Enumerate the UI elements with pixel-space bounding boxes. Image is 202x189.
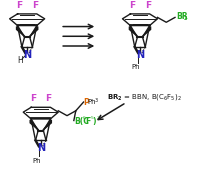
Text: F: F	[129, 1, 135, 10]
Text: F: F	[16, 1, 22, 10]
Polygon shape	[43, 120, 51, 130]
Polygon shape	[129, 26, 138, 37]
Text: F: F	[85, 117, 91, 126]
Text: N: N	[37, 143, 45, 153]
Text: BR: BR	[176, 12, 188, 21]
Text: Ph: Ph	[132, 64, 140, 70]
Text: F: F	[32, 1, 38, 10]
Text: F: F	[30, 94, 36, 103]
Text: N: N	[23, 50, 31, 60]
Text: N: N	[136, 50, 144, 60]
Polygon shape	[17, 26, 25, 37]
Polygon shape	[29, 26, 38, 37]
Text: F: F	[46, 94, 52, 103]
Text: B(C: B(C	[74, 117, 89, 126]
Text: 6: 6	[83, 115, 86, 120]
Text: $\mathbf{BR_2}$ = BBN, B(C$_6$F$_5$)$_2$: $\mathbf{BR_2}$ = BBN, B(C$_6$F$_5$)$_2$	[107, 92, 182, 102]
Text: P: P	[84, 98, 89, 107]
Text: F: F	[145, 1, 151, 10]
Text: 2: 2	[96, 115, 99, 120]
Text: 2: 2	[184, 16, 187, 21]
Text: H: H	[17, 56, 23, 65]
Text: Ph: Ph	[33, 158, 41, 164]
Text: 3: 3	[94, 98, 97, 103]
Polygon shape	[30, 120, 39, 130]
Text: 5: 5	[90, 115, 93, 120]
Polygon shape	[142, 26, 150, 37]
Text: Ph: Ph	[87, 99, 96, 105]
Text: ): )	[93, 117, 96, 126]
